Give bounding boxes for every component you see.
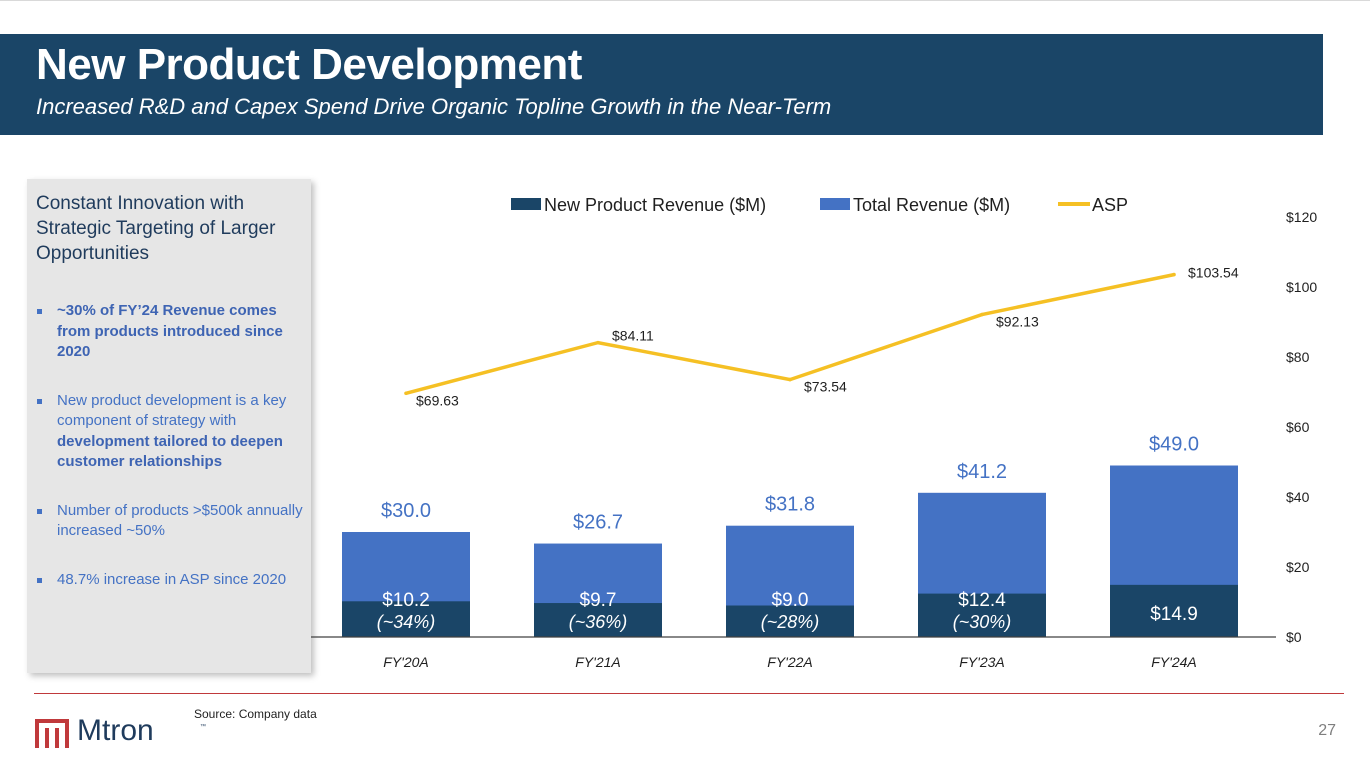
new-product-revenue-label: $10.2 (382, 590, 430, 611)
legend-label-total-revenue: Total Revenue ($M) (853, 195, 1010, 215)
right-axis-tick-label: $60 (1286, 419, 1310, 435)
asp-point (1172, 272, 1176, 277)
legend-label-asp: ASP (1092, 195, 1128, 215)
new-product-share-label: (~34%) (377, 612, 436, 632)
asp-data-label: $92.13 (996, 314, 1039, 330)
sidebar-bullet-text: New product development is a key compone… (57, 391, 287, 430)
legend-swatch-total-revenue (820, 198, 850, 210)
category-label: FY'23A (959, 654, 1004, 670)
total-revenue-label: $26.7 (573, 512, 623, 534)
new-product-revenue-label: $12.4 (958, 590, 1006, 611)
sidebar-bullet-text: 48.7% increase in ASP since 2020 (57, 570, 287, 588)
right-axis-tick-label: $100 (1286, 279, 1317, 295)
new-product-revenue-label: $14.9 (1150, 604, 1198, 625)
mtron-logo-icon (35, 719, 69, 748)
new-product-revenue-bar (342, 601, 470, 637)
asp-data-label: $73.54 (804, 379, 847, 395)
sidebar-bullet: 48.7% increase in ASP since 2020 (36, 570, 308, 591)
page-number: 27 (1318, 722, 1336, 739)
sidebar-bullet-text: ~30% of FY’24 Revenue comes from product… (57, 302, 283, 360)
category-label: FY'24A (1151, 654, 1196, 670)
total-revenue-label: $49.0 (1149, 434, 1199, 456)
top-divider (0, 0, 1370, 1)
new-product-share-label: (~30%) (953, 612, 1012, 632)
right-axis-tick-label: $80 (1286, 349, 1310, 365)
new-product-share-label: (~28%) (761, 612, 820, 632)
logo-trademark: ™ (200, 724, 206, 730)
asp-data-label: $103.54 (1188, 265, 1239, 281)
new-product-revenue-bar (726, 605, 854, 637)
asp-point (980, 312, 984, 317)
right-axis-tick-label: $0 (1286, 629, 1302, 645)
sidebar-callout: Constant Innovation with Strategic Targe… (27, 179, 311, 673)
asp-line (405, 272, 1175, 395)
sidebar-bullet-list: ~30% of FY’24 Revenue comes from product… (36, 301, 308, 618)
total-revenue-label: $41.2 (957, 461, 1007, 483)
new-product-revenue-label: $9.7 (580, 590, 617, 611)
logo-wordmark: Mtron (77, 714, 154, 747)
sidebar-bullet-text: development tailored to deepen customer … (57, 432, 283, 471)
category-label: FY'21A (575, 654, 620, 670)
sidebar-heading: Constant Innovation with Strategic Targe… (36, 193, 276, 264)
new-product-revenue-bar (534, 603, 662, 637)
page-subtitle: Increased R&D and Capex Spend Drive Orga… (36, 94, 832, 119)
new-product-revenue-bar (918, 593, 1046, 637)
legend-label-new-product: New Product Revenue ($M) (544, 195, 766, 215)
right-axis-tick-label: $120 (1286, 209, 1317, 225)
sidebar-bullet: ~30% of FY’24 Revenue comes from product… (36, 301, 308, 363)
total-revenue-label: $30.0 (381, 500, 431, 522)
right-axis-tick-label: $40 (1286, 489, 1310, 505)
source-note: Source: Company data (194, 707, 317, 721)
new-product-revenue-bar (1110, 584, 1238, 637)
asp-data-label: $84.11 (612, 328, 654, 344)
asp-point (788, 377, 792, 382)
new-product-share-label: (~36%) (569, 612, 628, 632)
total-revenue-label: $31.8 (765, 494, 815, 516)
category-label: FY'22A (767, 654, 812, 670)
page-header: New Product Development Increased R&D an… (0, 34, 1323, 135)
footer-divider (34, 693, 1344, 694)
asp-point (404, 391, 408, 396)
legend-swatch-new-product (511, 198, 541, 210)
new-product-revenue-label: $9.0 (772, 590, 809, 611)
asp-data-label: $69.63 (416, 392, 459, 408)
category-label: FY'20A (383, 654, 428, 670)
sidebar-bullet: Number of products >$500k annually incre… (36, 501, 308, 542)
page-title: New Product Development (36, 40, 582, 89)
right-axis-tick-label: $20 (1286, 559, 1310, 575)
sidebar-bullet-text: Number of products >$500k annually incre… (57, 501, 303, 540)
sidebar-bullet: New product development is a key compone… (36, 391, 308, 473)
asp-point (596, 340, 600, 345)
